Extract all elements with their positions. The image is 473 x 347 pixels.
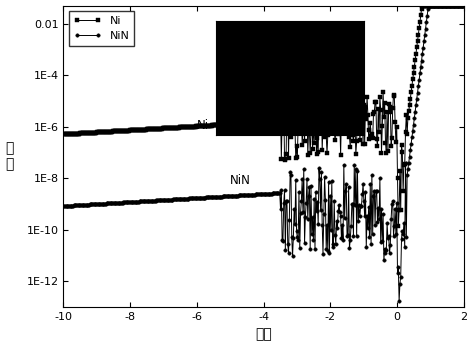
Ni xyxy=(395,224,401,228)
NiN xyxy=(61,204,66,208)
Ni xyxy=(388,144,394,148)
NiN xyxy=(452,3,458,8)
Text: NiN: NiN xyxy=(230,174,251,187)
Line: NiN: NiN xyxy=(61,4,465,303)
NiN xyxy=(460,3,466,8)
Ni xyxy=(253,121,259,125)
Y-axis label: 电
流: 电 流 xyxy=(6,141,14,171)
NiN xyxy=(277,191,282,195)
Ni xyxy=(452,3,458,8)
NiN xyxy=(426,3,431,8)
Ni xyxy=(420,3,425,8)
Text: Ni: Ni xyxy=(197,119,209,132)
Ni xyxy=(277,119,282,124)
Line: Ni: Ni xyxy=(61,4,465,228)
Ni xyxy=(250,121,256,125)
Ni xyxy=(61,133,66,137)
NiN xyxy=(396,299,402,303)
X-axis label: 电压: 电压 xyxy=(255,328,272,341)
NiN xyxy=(388,217,394,221)
Ni xyxy=(460,3,466,8)
NiN xyxy=(253,192,259,196)
NiN xyxy=(298,198,304,203)
Legend: Ni, NiN: Ni, NiN xyxy=(69,11,134,45)
Ni xyxy=(298,102,304,107)
NiN xyxy=(250,193,256,197)
